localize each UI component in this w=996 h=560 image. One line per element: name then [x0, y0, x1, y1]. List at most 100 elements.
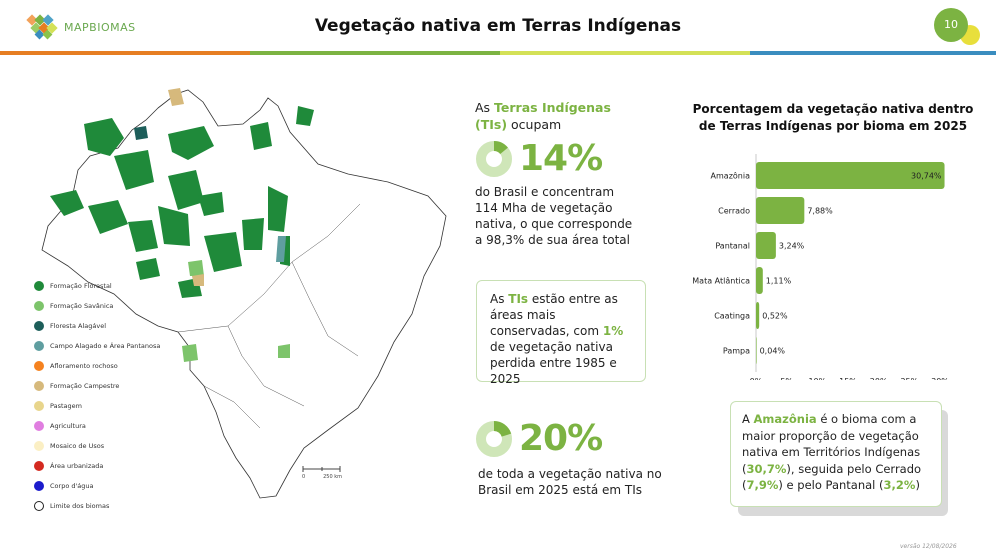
legend-item: Campo Alagado e Área Pantanosa	[34, 336, 160, 356]
stat-20-description: de toda a vegetação nativa no Brasil em …	[478, 467, 662, 497]
indigenous-lands	[50, 106, 314, 298]
x-tick-label: 10%	[808, 377, 826, 380]
intro-text: As Terras Indígenas (TIs) ocupam	[475, 99, 625, 133]
header-stripe-orange	[0, 51, 250, 55]
conservation-callout: As TIs estão entre as áreas mais conserv…	[476, 280, 646, 386]
callout2-text-3: ), seguida pelo Cerrado (	[742, 461, 922, 493]
callout1-highlight-tis: TIs	[508, 292, 529, 306]
legend-item: Agricultura	[34, 416, 160, 436]
bar-value-label: 30,74%	[911, 172, 942, 181]
bar-value-label: 0,04%	[760, 347, 786, 356]
legend-label: Mosaico de Usos	[50, 442, 105, 450]
x-tick-label: 15%	[839, 377, 857, 380]
category-label: Caatinga	[714, 312, 750, 321]
callout2-highlight-307: 30,7%	[746, 461, 787, 476]
legend-item: Formação Campestre	[34, 376, 160, 396]
callout1-text-3: de vegetação nativa perdida entre 1985 e…	[490, 340, 617, 386]
legend-item: Pastagem	[34, 396, 160, 416]
logo-text: MAPBIOMAS	[64, 20, 136, 34]
header-stripe-blue	[750, 51, 996, 55]
category-label: Pantanal	[715, 242, 750, 251]
bar	[756, 267, 763, 294]
legend-label: Formação Campestre	[50, 382, 120, 390]
callout2-highlight-79: 7,9%	[746, 478, 779, 492]
legend-swatch	[34, 281, 44, 291]
stat-20-value: 20%	[519, 418, 603, 459]
amazon-callout: A Amazônia é o bioma com a maior proporç…	[730, 401, 942, 507]
bar-value-label: 0,52%	[762, 312, 788, 321]
version-label: versão 12/08/2026	[900, 543, 957, 550]
callout2-highlight-32: 3,2%	[883, 478, 916, 492]
brazil-outline	[41, 89, 447, 499]
bar	[756, 162, 945, 189]
stat-20-percent: 20%	[475, 418, 603, 459]
legend-swatch	[34, 501, 44, 511]
biome-limits	[177, 203, 361, 429]
scale-end-label: 250 km	[323, 474, 342, 480]
grassland-patches	[168, 88, 204, 286]
callout2-text-4: ) e pelo Pantanal (	[778, 478, 884, 492]
legend-swatch	[34, 341, 44, 351]
mapbiomas-logo[interactable]: MAPBIOMAS	[26, 14, 136, 40]
map-scale-bar: 0 250 km	[302, 466, 342, 480]
callout2-text-1: A	[742, 412, 754, 426]
x-tick-label: 20%	[870, 377, 888, 380]
category-label: Amazônia	[711, 171, 751, 181]
legend-item: Mosaico de Usos	[34, 436, 160, 456]
biome-bar-chart: Amazônia 30,74% Cerrado 7,88% Pantanal 3,24% M…	[692, 154, 949, 380]
header-stripe-yellow	[500, 51, 750, 55]
header-stripe-green	[250, 51, 500, 55]
chart-title: Porcentagem da vegetação nativa dentro d…	[692, 102, 974, 133]
intro-prefix: As	[475, 100, 495, 115]
bar	[756, 232, 776, 259]
callout2-highlight-amazonia: Amazônia	[753, 412, 817, 426]
legend-swatch	[34, 461, 44, 471]
legend-label: Floresta Alagável	[50, 322, 107, 330]
brazil-indigenous-lands-map	[41, 88, 447, 499]
legend-label: Agricultura	[50, 422, 86, 430]
callout1-highlight-1pct: 1%	[602, 324, 624, 338]
legend-item: Formação Savânica	[34, 296, 160, 316]
x-tick-label: 25%	[900, 377, 918, 380]
legend-label: Pastagem	[50, 402, 82, 410]
legend-swatch	[34, 301, 44, 311]
legend-item: Afloramento rochoso	[34, 356, 160, 376]
legend-label: Afloramento rochoso	[50, 362, 118, 370]
bar-value-label: 1,11%	[766, 277, 792, 286]
legend-label: Corpo d'água	[50, 482, 94, 490]
mapbiomas-logo-icon	[26, 14, 58, 40]
stat-14-value: 14%	[519, 138, 603, 179]
legend-label: Área urbanizada	[50, 462, 104, 470]
legend-swatch	[34, 401, 44, 411]
bar	[756, 302, 760, 329]
callout1-text-1: As	[490, 292, 509, 306]
legend-label: Formação Savânica	[50, 302, 114, 310]
bar	[756, 197, 805, 224]
page-number-badge: 10	[934, 8, 968, 42]
stat-14-percent: 14%	[475, 138, 603, 179]
bar	[756, 337, 757, 364]
category-label: Mata Atlântica	[692, 277, 750, 286]
donut-20-icon	[476, 420, 512, 457]
callout1-text-2: estão entre as áreas mais conservadas, c…	[490, 292, 618, 338]
category-label: Pampa	[723, 347, 750, 356]
callout2-text-2: é o bioma com a maior proporção de veget…	[742, 412, 921, 476]
legend-item: Corpo d'água	[34, 476, 160, 496]
savanna-patches	[182, 260, 290, 362]
callout2-text-5: )	[915, 478, 920, 492]
page-title: Vegetação nativa em Terras Indígenas	[314, 16, 682, 36]
legend-swatch	[34, 321, 44, 331]
legend-label: Formação Florestal	[50, 282, 112, 290]
x-tick-label: 30%	[931, 377, 949, 380]
legend-swatch	[34, 441, 44, 451]
category-label: Cerrado	[718, 207, 750, 216]
bar-value-label: 7,88%	[807, 207, 833, 216]
map-legend: Formação Florestal Formação Savânica Flore…	[34, 276, 160, 516]
legend-label: Campo Alagado e Área Pantanosa	[50, 342, 161, 350]
legend-item: Limite dos biomas	[34, 496, 160, 516]
bar-value-label: 3,24%	[779, 242, 805, 251]
intro-highlight: Terras Indígenas (TIs)	[475, 100, 611, 132]
intro-suffix: ocupam	[507, 117, 562, 132]
wetland-patch	[276, 236, 286, 262]
legend-swatch	[34, 421, 44, 431]
